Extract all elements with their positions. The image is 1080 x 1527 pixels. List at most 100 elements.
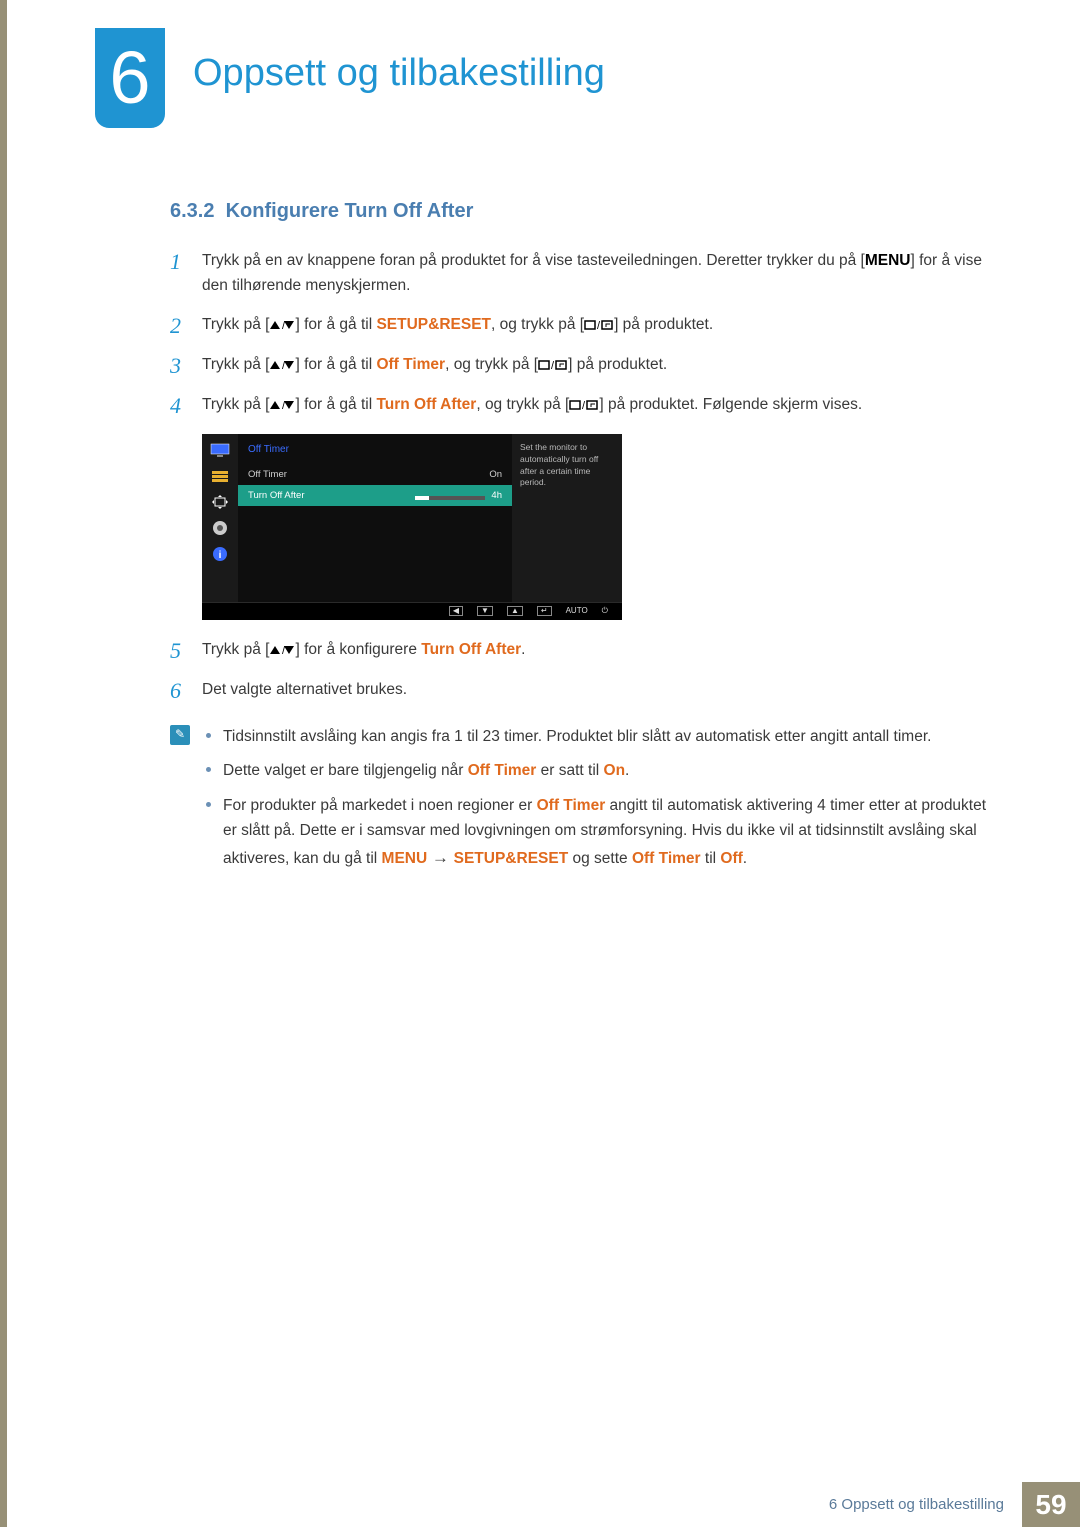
t: er satt til	[536, 762, 603, 779]
osd-center-panel: Off Timer Off Timer On Turn Off After 4h	[238, 434, 512, 602]
osd-left-icons: i	[202, 434, 238, 602]
step-number: 6	[170, 678, 202, 704]
osd-row-label: Turn Off After	[248, 488, 305, 503]
svg-text:i: i	[219, 550, 222, 561]
note-text: For produkter på markedet i noen regione…	[223, 794, 990, 871]
step-number: 3	[170, 353, 202, 379]
step-text: , og trykk på [	[476, 396, 569, 413]
step-6: 6 Det valgte alternativet brukes.	[170, 678, 990, 704]
step-text: ] på produktet.	[614, 316, 713, 333]
step-number: 5	[170, 638, 202, 664]
step-3: 3 Trykk på [/] for å gå til Off Timer, o…	[170, 353, 990, 379]
off-timer-keyword: Off Timer	[632, 850, 701, 867]
off-keyword: Off	[720, 850, 742, 867]
note-list: Tidsinnstilt avslåing kan angis fra 1 ti…	[206, 725, 990, 882]
off-timer-keyword: Off Timer	[376, 356, 445, 373]
osd-row-off-timer: Off Timer On	[238, 464, 512, 485]
note-block: ✎ Tidsinnstilt avslåing kan angis fra 1 …	[170, 725, 990, 882]
step-text: ] på produktet.	[568, 356, 667, 373]
svg-text:/: /	[582, 400, 586, 411]
step-text: Trykk på [	[202, 641, 269, 658]
off-timer-keyword: Off Timer	[537, 797, 606, 814]
page-footer: 6 Oppsett og tilbakestilling 59	[829, 1482, 1080, 1527]
note-text: Tidsinnstilt avslåing kan angis fra 1 ti…	[223, 725, 931, 750]
up-down-arrow-icon: /	[269, 319, 295, 331]
step-text: ] for å konfigurere	[295, 641, 421, 658]
source-enter-icon: /	[569, 399, 599, 411]
step-text: , og trykk på [	[445, 356, 538, 373]
footer-page-number: 59	[1022, 1482, 1080, 1527]
osd-row-label: Off Timer	[248, 467, 287, 482]
side-decorative-stripe	[0, 0, 7, 1527]
t: Dette valget er bare tilgjengelig når	[223, 762, 468, 779]
osd-main-area: i Off Timer Off Timer On Turn Off After …	[202, 434, 622, 602]
up-down-arrow-icon: /	[269, 359, 295, 371]
chapter-header: 6 Oppsett og tilbakestilling	[95, 28, 605, 128]
chapter-number-badge: 6	[95, 28, 165, 128]
step-4: 4 Trykk på [/] for å gå til Turn Off Aft…	[170, 393, 990, 419]
resize-icon	[209, 494, 231, 510]
menu-keyword: MENU	[382, 850, 428, 867]
note-text: Dette valget er bare tilgjengelig når Of…	[223, 759, 629, 784]
osd-nav-bar: ◀ ▼ ▲ ↵ AUTO ⏻	[202, 602, 622, 620]
note-item: Dette valget er bare tilgjengelig når Of…	[206, 759, 990, 784]
nav-left-icon: ◀	[449, 606, 463, 616]
step-text: ] for å gå til	[295, 356, 376, 373]
step-body: Trykk på [/] for å gå til SETUP&RESET, o…	[202, 313, 990, 339]
step-number: 2	[170, 313, 202, 339]
step-text: Trykk på en av knappene foran på produkt…	[202, 252, 865, 269]
step-5: 5 Trykk på [/] for å konfigurere Turn Of…	[170, 638, 990, 664]
step-body: Trykk på [/] for å gå til Turn Off After…	[202, 393, 990, 419]
step-number: 4	[170, 393, 202, 419]
step-2: 2 Trykk på [/] for å gå til SETUP&RESET,…	[170, 313, 990, 339]
turn-off-after-keyword: Turn Off After	[376, 396, 476, 413]
step-text: Trykk på [	[202, 316, 269, 333]
step-text: , og trykk på [	[491, 316, 584, 333]
setup-reset-keyword: SETUP&RESET	[376, 316, 491, 333]
note-item: Tidsinnstilt avslåing kan angis fra 1 ti…	[206, 725, 990, 750]
t: .	[743, 850, 747, 867]
bars-icon	[209, 468, 231, 484]
setup-reset-keyword: SETUP&RESET	[454, 850, 569, 867]
source-enter-icon: /	[538, 359, 568, 371]
bullet-icon	[206, 802, 211, 807]
nav-up-icon: ▲	[507, 606, 523, 616]
section-heading: 6.3.2 Konfigurere Turn Off After	[170, 195, 990, 227]
on-keyword: On	[604, 762, 626, 779]
up-down-arrow-icon: /	[269, 644, 295, 656]
note-icon: ✎	[170, 725, 190, 745]
osd-panel: i Off Timer Off Timer On Turn Off After …	[202, 434, 622, 620]
note-item: For produkter på markedet i noen regione…	[206, 794, 990, 871]
monitor-icon	[209, 442, 231, 458]
section-title: Konfigurere Turn Off After	[226, 200, 474, 222]
step-text: ] for å gå til	[295, 316, 376, 333]
step-body: Trykk på en av knappene foran på produkt…	[202, 249, 990, 299]
osd-slider	[415, 496, 485, 500]
step-1: 1 Trykk på en av knappene foran på produ…	[170, 249, 990, 299]
osd-row-value: On	[489, 467, 502, 482]
bullet-icon	[206, 767, 211, 772]
t: til	[701, 850, 721, 867]
nav-auto-label: AUTO	[566, 605, 588, 618]
svg-text:/: /	[551, 360, 555, 371]
svg-text:/: /	[597, 320, 601, 331]
up-down-arrow-icon: /	[269, 399, 295, 411]
step-body: Trykk på [/] for å gå til Off Timer, og …	[202, 353, 990, 379]
osd-screenshot-container: i Off Timer Off Timer On Turn Off After …	[202, 434, 990, 620]
step-text: ] for å gå til	[295, 396, 376, 413]
nav-down-icon: ▼	[477, 606, 493, 616]
section-number: 6.3.2	[170, 200, 214, 222]
step-text: ] på produktet. Følgende skjerm vises.	[599, 396, 862, 413]
turn-off-after-keyword: Turn Off After	[421, 641, 521, 658]
info-icon: i	[209, 546, 231, 562]
footer-chapter-label: 6 Oppsett og tilbakestilling	[829, 1482, 1022, 1527]
chapter-title: Oppsett og tilbakestilling	[193, 52, 605, 95]
t: og sette	[568, 850, 632, 867]
step-text: Trykk på [	[202, 356, 269, 373]
step-number: 1	[170, 249, 202, 299]
off-timer-keyword: Off Timer	[468, 762, 537, 779]
osd-help-panel: Set the monitor to automatically turn of…	[512, 434, 622, 602]
osd-row-turn-off-after: Turn Off After 4h	[238, 485, 512, 506]
osd-row-value: 4h	[491, 488, 502, 503]
t: .	[625, 762, 629, 779]
